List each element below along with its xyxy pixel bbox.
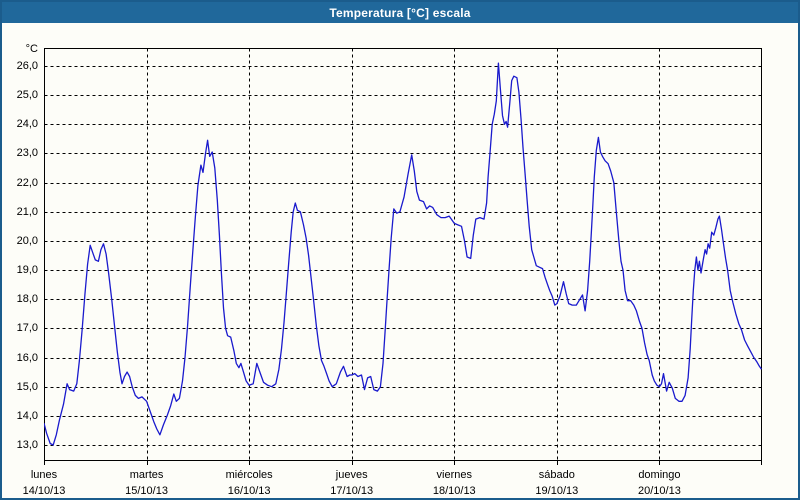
x-axis-date-label: 15/10/13 (125, 485, 168, 497)
y-axis-unit-label: °C (25, 43, 38, 55)
y-axis-tick-label: 22,0 (16, 176, 38, 189)
y-axis-tick-label: 21,0 (16, 205, 38, 218)
x-axis-date-label: 19/10/13 (535, 485, 579, 497)
x-axis-date-label: 16/10/13 (227, 485, 271, 497)
x-axis-day-label: sábado (538, 469, 575, 481)
x-axis-day-label: domingo (638, 469, 681, 481)
y-axis-tick-label: 13,0 (16, 439, 38, 451)
x-axis-day-label: lunes (30, 469, 58, 481)
y-axis-tick-label: 18,0 (16, 293, 38, 306)
y-axis-tick-label: 23,0 (16, 147, 38, 160)
y-axis-tick-label: 26,0 (16, 60, 38, 72)
x-axis-date-label: 18/10/13 (432, 485, 476, 497)
y-axis-tick-label: 16,0 (16, 351, 38, 364)
x-axis-day-label: miércoles (225, 469, 273, 481)
y-axis-tick-label: 17,0 (16, 322, 38, 335)
temperature-series-line (44, 62, 763, 446)
window-title: Temperatura [°C] escala (329, 5, 471, 20)
temperature-plot (44, 48, 763, 465)
temperature-chart: °C 26,0 25,0 24,0 23,0 22,0 21,0 20,0 19,0 18,0 1… (2, 23, 798, 498)
x-axis-date-label: 17/10/13 (330, 485, 374, 497)
y-axis-tick-label: 25,0 (16, 89, 38, 102)
y-axis-tick-label: 20,0 (16, 234, 38, 247)
x-axis-date-label: 14/10/13 (22, 485, 66, 497)
x-axis-date-label: 20/10/13 (638, 485, 681, 497)
title-bar: Temperatura [°C] escala (2, 2, 798, 23)
y-axis-tick-label: 24,0 (16, 118, 38, 131)
y-axis-tick-label: 15,0 (16, 380, 38, 393)
y-axis-tick-label: 19,0 (16, 264, 38, 277)
y-axis-tick-label: 14,0 (16, 409, 38, 422)
plot-border (44, 48, 762, 461)
x-axis-day-label: jueves (335, 469, 368, 481)
x-axis-day-label: viernes (436, 469, 473, 481)
x-axis-day-label: martes (129, 469, 164, 481)
